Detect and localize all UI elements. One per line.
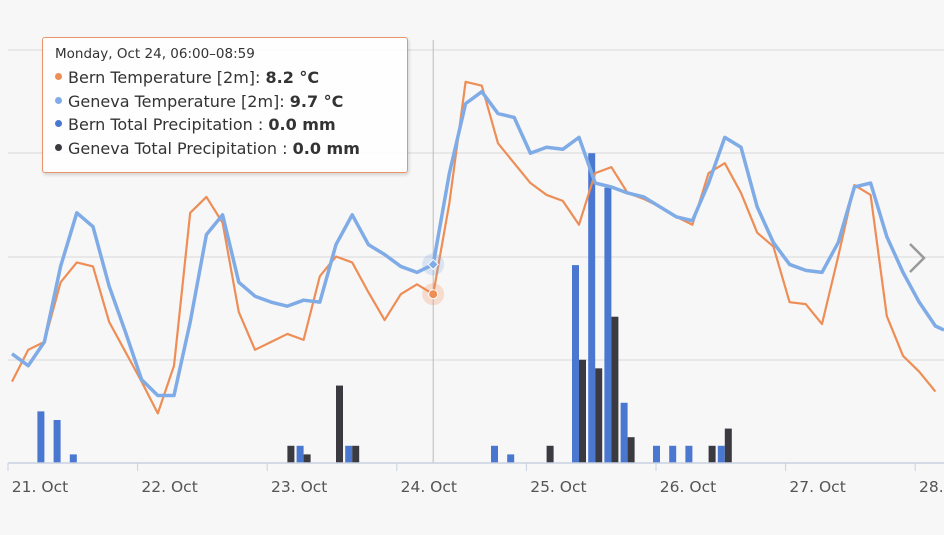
precipitation-bars xyxy=(37,153,732,463)
series-dot-icon xyxy=(55,73,62,80)
tooltip-row-bern-temp: Bern Temperature [2m]: 8.2 °C xyxy=(55,66,407,90)
x-axis: 21. Oct 22. Oct 23. Oct 24. Oct 25. Oct 26. O… xyxy=(7,462,944,496)
geneva-precip-bar xyxy=(627,437,635,463)
bern-precip-bar xyxy=(669,445,677,463)
geneva-hover-point xyxy=(427,258,439,271)
x-tick-label: 22. Oct xyxy=(141,478,197,496)
bern-precip-bar xyxy=(491,445,498,463)
tooltip-row-geneva-precip: Geneva Total Precipitation : 0.0 mm xyxy=(55,137,407,161)
bern-precip-bar xyxy=(507,454,515,463)
tooltip-label: Geneva Temperature [2m]: xyxy=(68,91,290,111)
geneva-precip-bar xyxy=(611,316,619,463)
tooltip-value: 0.0 mm xyxy=(292,138,360,158)
bern-precip-bar xyxy=(345,445,353,463)
bern-precip-bar xyxy=(620,402,628,463)
tooltip-value: 8.2 °C xyxy=(265,68,320,87)
tooltip-label: Geneva Total Precipitation : xyxy=(68,138,293,158)
tooltip-row-bern-precip: Bern Total Precipitation : 0.0 mm xyxy=(55,113,407,137)
chevron-right-icon xyxy=(909,243,926,273)
bern-precip-bar xyxy=(37,411,45,463)
tooltip-value: 0.0 mm xyxy=(268,115,336,134)
x-tick-label: 27. Oct xyxy=(789,478,845,496)
geneva-precip-bar xyxy=(579,359,586,463)
geneva-temperature-line xyxy=(10,89,944,398)
bern-precip-bar xyxy=(685,445,693,463)
bern-temperature-line xyxy=(11,80,937,415)
geneva-precip-bar xyxy=(303,454,311,463)
tooltip-header: Monday, Oct 24, 06:00–08:59 xyxy=(55,46,255,62)
x-tick-label: 26. Oct xyxy=(660,478,716,496)
bern-precip-bar xyxy=(69,454,77,463)
geneva-precip-bar xyxy=(336,385,343,463)
geneva-precip-bar xyxy=(708,445,716,463)
geneva-precip-bar xyxy=(595,368,603,463)
next-button[interactable] xyxy=(904,240,930,276)
geneva-precip-bar xyxy=(546,445,554,463)
temperature-lines xyxy=(10,80,944,415)
series-dot-icon xyxy=(55,120,62,127)
bern-precip-bar xyxy=(653,445,660,463)
bern-precip-bar xyxy=(296,445,304,463)
series-dot-icon xyxy=(55,143,62,151)
geneva-precip-bar xyxy=(352,445,360,463)
bern-hover-point xyxy=(428,289,439,300)
x-tick-label: 28. Oct xyxy=(919,478,944,496)
hover-markers xyxy=(422,253,445,306)
bern-precip-bar xyxy=(572,265,579,463)
x-tick-label: 21. Oct xyxy=(12,478,68,496)
bern-precip-bar xyxy=(717,445,725,463)
tooltip-label: Bern Temperature [2m]: xyxy=(68,68,266,87)
x-tick-label: 23. Oct xyxy=(271,478,327,496)
tooltip-label: Bern Total Precipitation : xyxy=(68,115,269,134)
geneva-precip-bar xyxy=(724,428,732,463)
tooltip-value: 9.7 °C xyxy=(289,91,344,111)
bern-precip-bar xyxy=(53,419,61,463)
tooltip: Monday, Oct 24, 06:00–08:59 Bern Tempera… xyxy=(42,37,408,173)
bern-precip-bar xyxy=(604,187,612,463)
x-tick-label: 25. Oct xyxy=(530,478,586,496)
series-dot-icon xyxy=(55,96,62,104)
tooltip-row-geneva-temp: Geneva Temperature [2m]: 9.7 °C xyxy=(55,90,407,114)
geneva-precip-bar xyxy=(287,445,295,463)
x-tick-label: 24. Oct xyxy=(401,478,457,496)
bern-precip-bar xyxy=(588,153,596,463)
